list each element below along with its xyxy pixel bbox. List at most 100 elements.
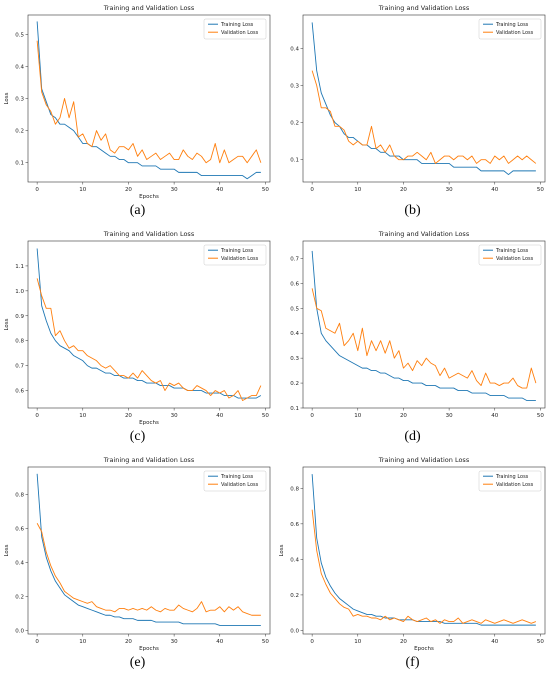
- x-tick-label: 50: [262, 639, 269, 645]
- y-tick-label: 0.7: [290, 256, 299, 262]
- x-axis-label: Epochs: [139, 420, 159, 426]
- x-tick-label: 40: [216, 187, 223, 193]
- x-tick-label: 10: [354, 187, 361, 193]
- y-tick-label: 0.8: [15, 492, 24, 498]
- x-tick-label: 20: [400, 187, 407, 193]
- y-tick-label: 0.6: [290, 522, 299, 528]
- y-tick-label: 0.4: [290, 46, 299, 52]
- chart-panel: Training and Validation Loss 0 10 20 30 40 50 0…: [275, 226, 550, 452]
- y-tick-label: 0.3: [290, 84, 299, 90]
- chart-panel: Training and Validation Loss 0 10 20 30 40 50 0…: [0, 226, 275, 452]
- y-tick-label: 0.4: [290, 557, 299, 563]
- legend: [203, 470, 267, 492]
- chart-title: Training and Validation Loss: [378, 456, 470, 464]
- plot-frame: [27, 466, 271, 635]
- x-tick-label: 0: [35, 639, 39, 645]
- x-tick-label: 0: [310, 413, 314, 419]
- subfigure-caption: (e): [129, 655, 146, 670]
- x-axis-label: Epochs: [414, 646, 434, 652]
- line-chart: Training and Validation Loss 0 10 20 30 40 50 0…: [4, 230, 271, 426]
- series-line: [36, 248, 262, 399]
- series-line: [36, 21, 261, 180]
- legend-entry: Training Loss: [220, 474, 254, 480]
- x-tick-label: 20: [125, 187, 132, 193]
- x-axis-label: Epochs: [139, 646, 159, 652]
- legend-entry: Training Loss: [495, 474, 529, 480]
- x-tick-label: 20: [400, 413, 407, 419]
- legend-entry: Validation Loss: [496, 30, 534, 36]
- x-tick-label: 50: [262, 187, 269, 193]
- y-tick-label: 0.6: [15, 389, 24, 395]
- x-tick-label: 20: [125, 413, 132, 419]
- line-chart: Training and Validation Loss 0 10 20 30 40 50 0…: [4, 456, 271, 652]
- x-tick-label: 50: [537, 639, 544, 645]
- x-tick-label: 0: [310, 639, 314, 645]
- chart-title: Training and Validation Loss: [103, 4, 195, 12]
- chart-panel: Training and Validation Loss 0 10 20 30 40 50 0…: [0, 452, 275, 678]
- x-tick-label: 30: [446, 187, 453, 193]
- x-tick-label: 40: [491, 413, 498, 419]
- y-tick-label: 0.2: [290, 121, 299, 127]
- chart-title: Training and Validation Loss: [378, 4, 470, 12]
- x-tick-label: 30: [446, 639, 453, 645]
- y-tick-label: 0.1: [15, 161, 24, 167]
- x-tick-label: 50: [262, 413, 269, 419]
- x-tick-label: 30: [171, 639, 178, 645]
- x-tick-label: 40: [216, 413, 223, 419]
- y-axis-label: Loss: [279, 544, 285, 556]
- line-chart: Training and Validation Loss 0 10 20 30 40 50 0…: [4, 4, 271, 200]
- x-axis-label: Epochs: [139, 194, 159, 200]
- legend: [203, 18, 267, 40]
- legend-entry: Validation Loss: [496, 256, 534, 262]
- y-tick-label: 0.7: [15, 364, 24, 370]
- subfigure-caption: (f): [405, 655, 420, 670]
- chart-panel: Training and Validation Loss 0 10 20 30 40 50 0…: [275, 0, 550, 226]
- legend-entry: Validation Loss: [496, 482, 534, 488]
- series-line: [311, 22, 536, 176]
- line-chart: Training and Validation Loss 0 10 20 30 40 50 0…: [290, 4, 546, 193]
- legend-entry: Validation Loss: [221, 482, 259, 488]
- x-tick-label: 50: [537, 187, 544, 193]
- subfigure-caption: (d): [404, 429, 421, 444]
- legend-entry: Training Loss: [220, 248, 254, 254]
- y-tick-label: 0.9: [15, 314, 24, 320]
- y-axis-label: Loss: [4, 92, 10, 104]
- legend: [203, 244, 267, 266]
- legend: [478, 244, 542, 266]
- y-tick-label: 0.3: [290, 356, 299, 362]
- y-tick-label: 0.8: [290, 486, 299, 492]
- legend: [478, 470, 542, 492]
- plot-frame: [302, 240, 546, 409]
- legend-entry: Validation Loss: [221, 256, 259, 262]
- x-tick-label: 40: [216, 639, 223, 645]
- x-tick-label: 10: [354, 639, 361, 645]
- y-tick-label: 0.6: [15, 526, 24, 532]
- legend: [478, 18, 542, 40]
- x-tick-label: 20: [125, 639, 132, 645]
- series-line: [311, 70, 537, 164]
- x-tick-label: 10: [354, 413, 361, 419]
- x-tick-label: 20: [400, 639, 407, 645]
- x-tick-label: 40: [491, 187, 498, 193]
- series-line: [36, 278, 262, 401]
- chart-title: Training and Validation Loss: [103, 230, 195, 238]
- x-tick-label: 30: [171, 413, 178, 419]
- y-tick-label: 0.0: [290, 628, 299, 634]
- plot-frame: [302, 14, 546, 183]
- series-line: [36, 40, 262, 164]
- series-line: [36, 523, 261, 616]
- y-tick-label: 0.8: [15, 339, 24, 345]
- y-tick-label: 0.3: [15, 97, 24, 103]
- y-tick-label: 0.5: [290, 306, 299, 312]
- x-tick-label: 30: [446, 413, 453, 419]
- line-chart: Training and Validation Loss 0 10 20 30 40 50 0…: [290, 230, 546, 419]
- y-axis-label: Loss: [4, 318, 10, 330]
- chart-title: Training and Validation Loss: [378, 230, 470, 238]
- y-tick-label: 0.1: [290, 406, 299, 412]
- y-tick-label: 0.5: [15, 32, 24, 38]
- line-chart: Training and Validation Loss 0 10 20 30 40 50 0…: [279, 456, 546, 652]
- subfigure-caption: (b): [404, 203, 421, 218]
- y-tick-label: 0.6: [290, 281, 299, 287]
- y-tick-label: 0.4: [15, 64, 24, 70]
- subfigure-caption: (a): [129, 203, 146, 218]
